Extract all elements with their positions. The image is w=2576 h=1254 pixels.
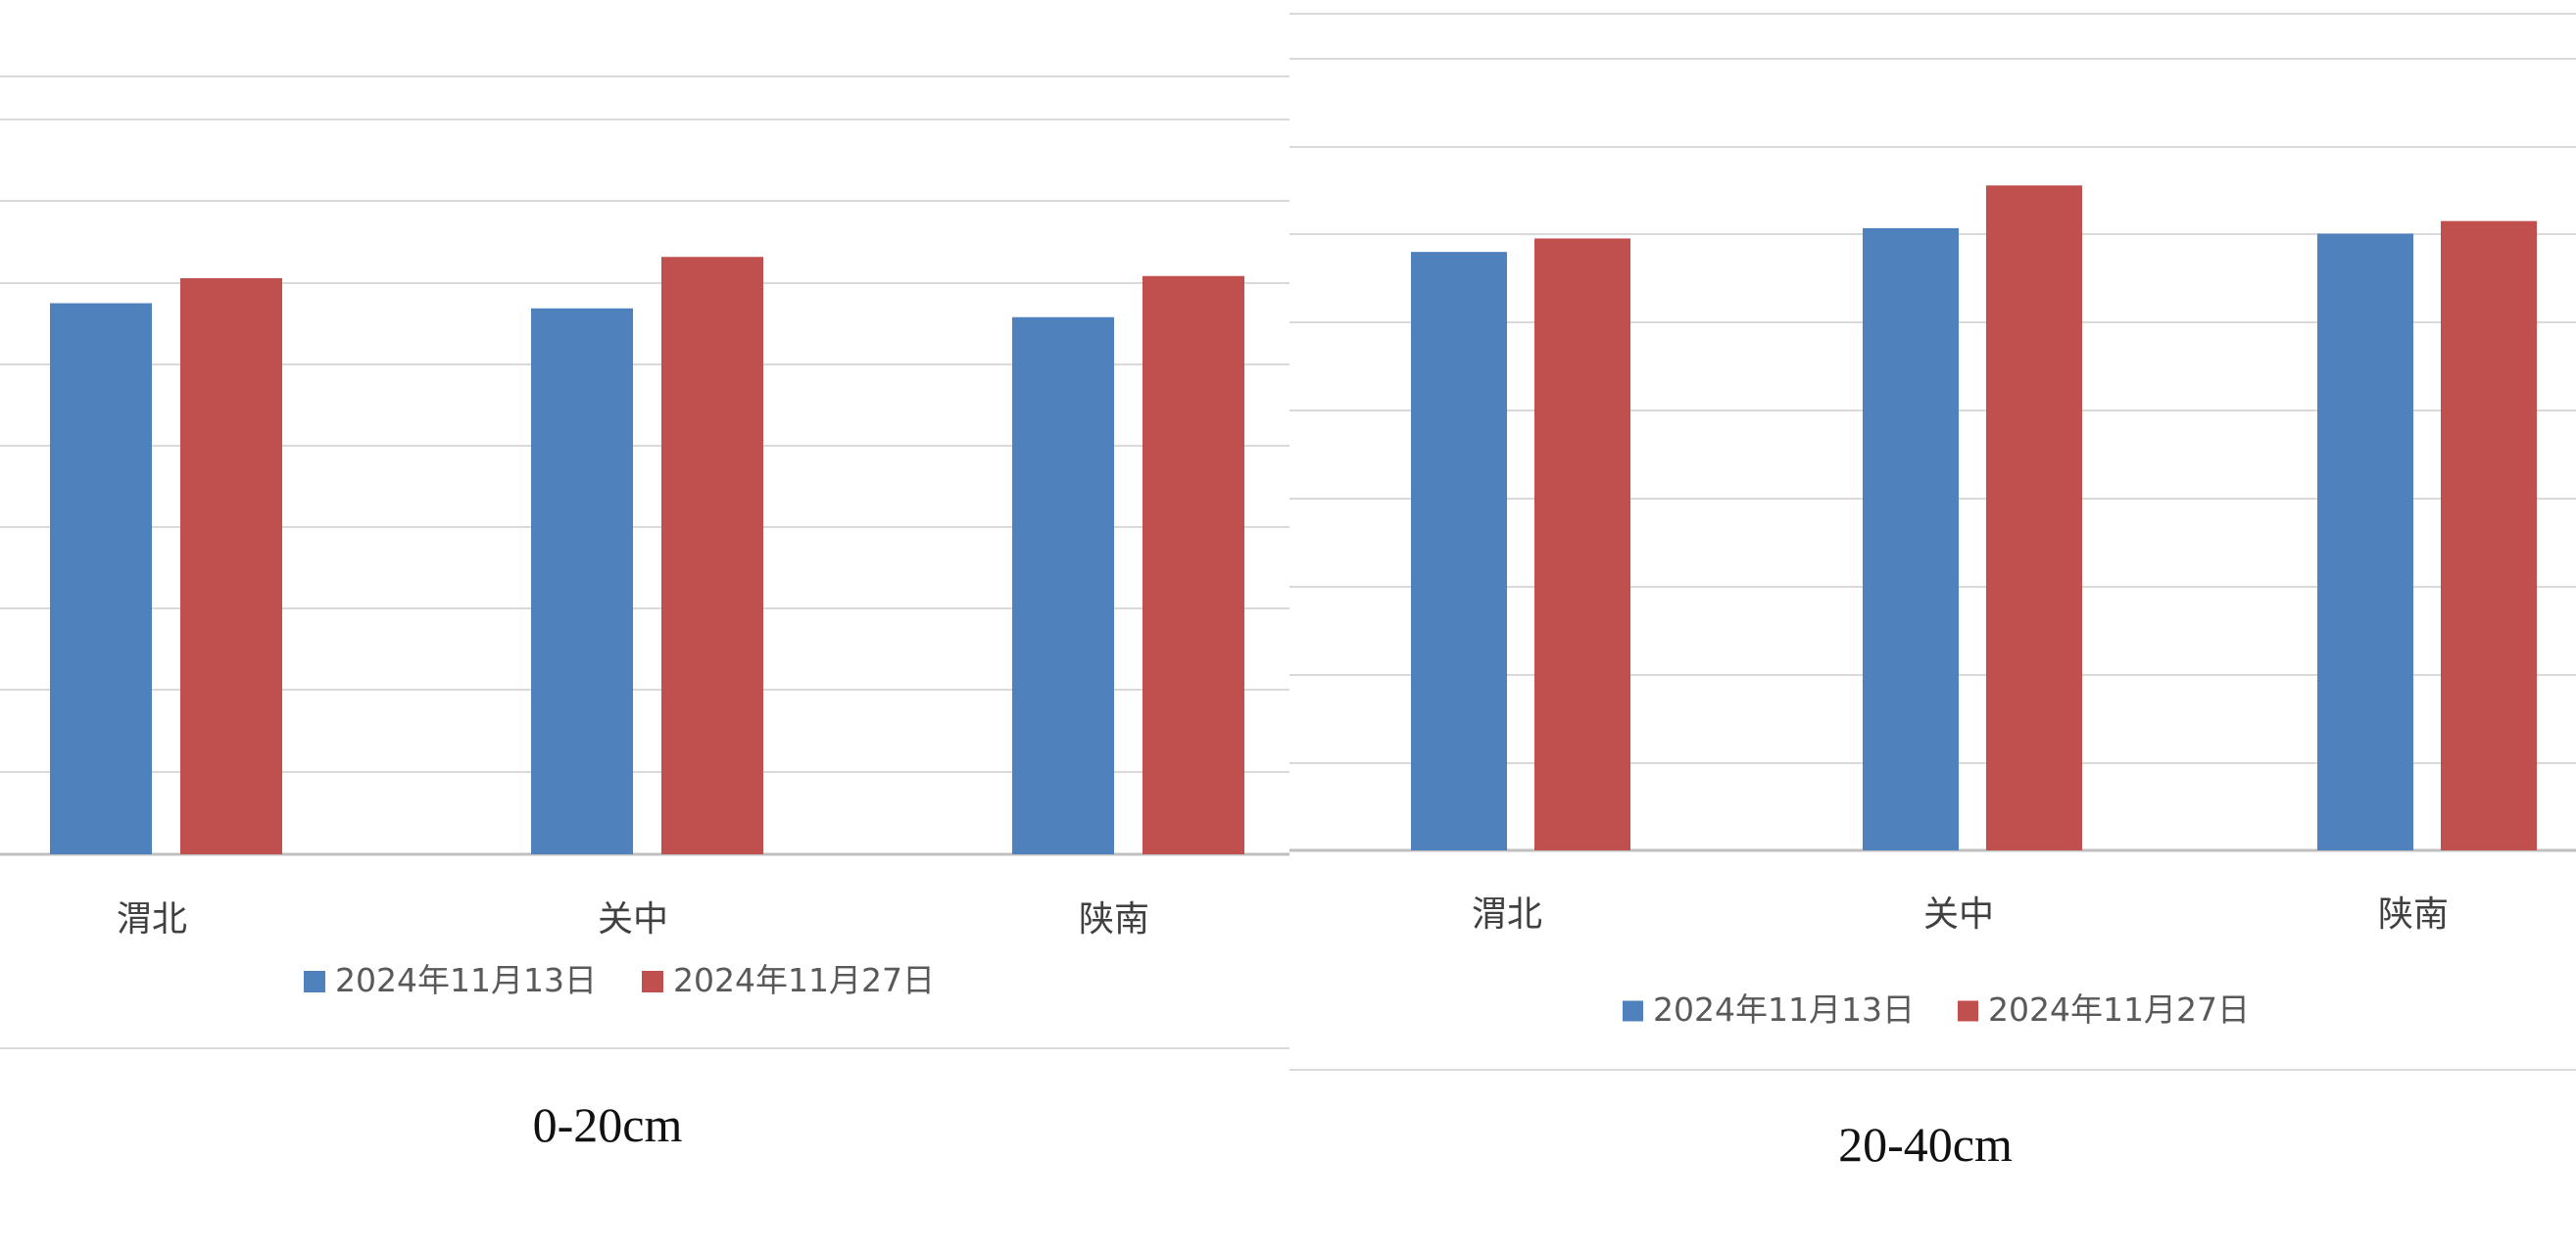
bar-关中-series-1 [531, 308, 633, 854]
legend-swatch [1958, 1000, 1978, 1022]
chart-panel-20-40cm: 渭北 关中 陕南 2024年11月13日 2024年11月27日 20-40cm [1289, 0, 2576, 1254]
legend-swatch [304, 971, 325, 992]
bars [50, 257, 1244, 854]
x-tick-label: 陕南 [1079, 899, 1149, 940]
bar-陕南-series-1 [2317, 233, 2413, 850]
x-tick-label: 关中 [1923, 894, 1994, 935]
legend-label: 2024年11月27日 [1988, 990, 2250, 1029]
bar-渭北-series-2 [180, 278, 282, 854]
legend-label: 2024年11月27日 [673, 961, 935, 999]
x-tick-labels: 渭北 关中 陕南 [117, 899, 1149, 940]
chart-panel-0-20cm: 渭北 关中 陕南 2024年11月13日 2024年11月27日 0-20cm [0, 75, 1289, 1152]
bar-陕南-series-2 [1142, 275, 1244, 854]
bar-关中-series-2 [661, 257, 763, 854]
bars [1411, 185, 2537, 851]
chart-caption: 0-20cm [533, 1097, 683, 1152]
bar-关中-series-1 [1863, 227, 1959, 851]
x-tick-label: 渭北 [1472, 894, 1542, 935]
legend-label: 2024年11月13日 [335, 961, 597, 999]
chart-caption: 20-40cm [1838, 1117, 2013, 1172]
bar-渭北-series-1 [50, 303, 152, 854]
bar-渭北-series-2 [1534, 238, 1630, 850]
bar-chart-20-40cm: 渭北 关中 陕南 2024年11月13日 2024年11月27日 20-40cm [1289, 13, 2576, 1172]
bar-渭北-series-1 [1411, 252, 1507, 851]
legend-swatch [1623, 1000, 1643, 1022]
legend: 2024年11月13日 2024年11月27日 [1623, 990, 2250, 1029]
bar-chart-0-20cm: 渭北 关中 陕南 2024年11月13日 2024年11月27日 0-20cm [0, 75, 1289, 1152]
x-tick-label: 关中 [598, 899, 668, 940]
bar-关中-series-2 [1986, 185, 2082, 850]
bar-陕南-series-1 [1012, 316, 1114, 854]
x-tick-label: 陕南 [2378, 894, 2449, 935]
x-tick-labels: 渭北 关中 陕南 [1472, 894, 2449, 935]
legend-label: 2024年11月13日 [1653, 990, 1915, 1029]
legend-swatch [642, 971, 663, 992]
bar-陕南-series-2 [2441, 220, 2537, 850]
legend: 2024年11月13日 2024年11月27日 [304, 961, 935, 999]
x-tick-label: 渭北 [117, 899, 187, 940]
